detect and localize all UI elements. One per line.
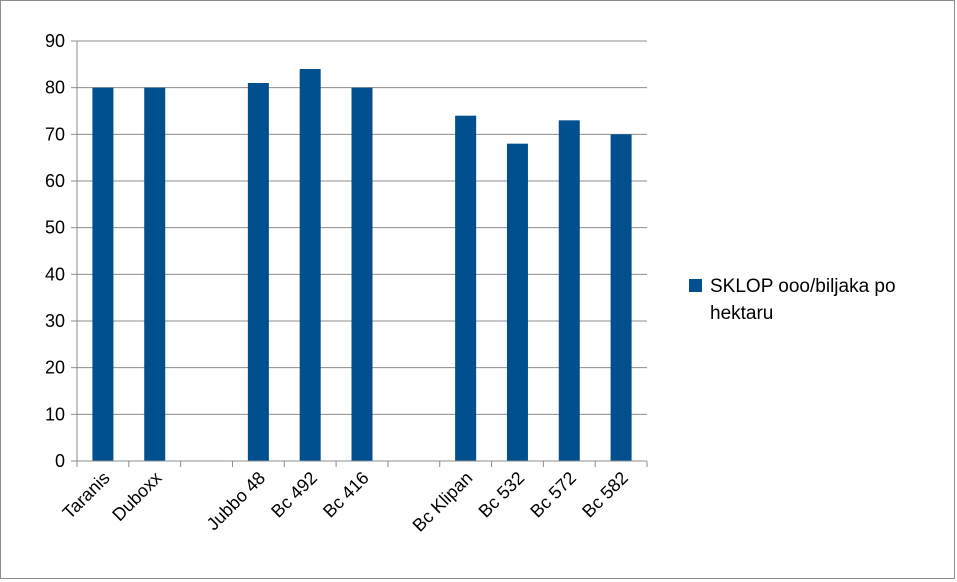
bar	[455, 115, 477, 462]
y-tick-label: 30	[45, 311, 65, 331]
y-tick-label: 50	[45, 218, 65, 238]
x-tick-label: Bc Klipan	[409, 468, 477, 536]
y-tick-label: 80	[45, 78, 65, 98]
x-tick-label: Taranis	[59, 468, 114, 523]
x-tick-label: Bc 492	[267, 468, 321, 522]
bar	[92, 87, 114, 462]
bar	[558, 120, 580, 461]
legend-label: SKLOP ooo/biljaka po hektaru	[710, 276, 896, 324]
bar	[299, 69, 321, 461]
bar	[610, 134, 632, 462]
bar	[144, 87, 166, 462]
x-tick-label: Bc 416	[319, 468, 373, 522]
bars	[92, 69, 632, 462]
x-tick-label: Bc 532	[475, 468, 529, 522]
y-tick-label: 70	[45, 124, 65, 144]
legend: SKLOP ooo/biljaka po hektaru	[689, 273, 949, 327]
bar	[247, 83, 269, 461]
x-tick-label: Jubbo 48	[203, 468, 270, 535]
y-tick-label: 90	[45, 31, 65, 51]
legend-swatch	[689, 279, 702, 292]
bar	[506, 143, 528, 461]
x-tick-label: Bc 582	[578, 468, 632, 522]
y-tick-label: 20	[45, 358, 65, 378]
y-tick-labels: 0 10 20 30 40 50 60 70 80 90	[45, 31, 65, 471]
y-tick-label: 0	[55, 451, 65, 471]
y-tick-label: 40	[45, 264, 65, 284]
bar	[351, 87, 373, 462]
y-tick-label: 10	[45, 404, 65, 424]
axes	[71, 40, 648, 467]
x-tick-label: Bc 572	[526, 468, 580, 522]
y-tick-label: 60	[45, 171, 65, 191]
x-tick-label: Duboxx	[108, 468, 165, 525]
